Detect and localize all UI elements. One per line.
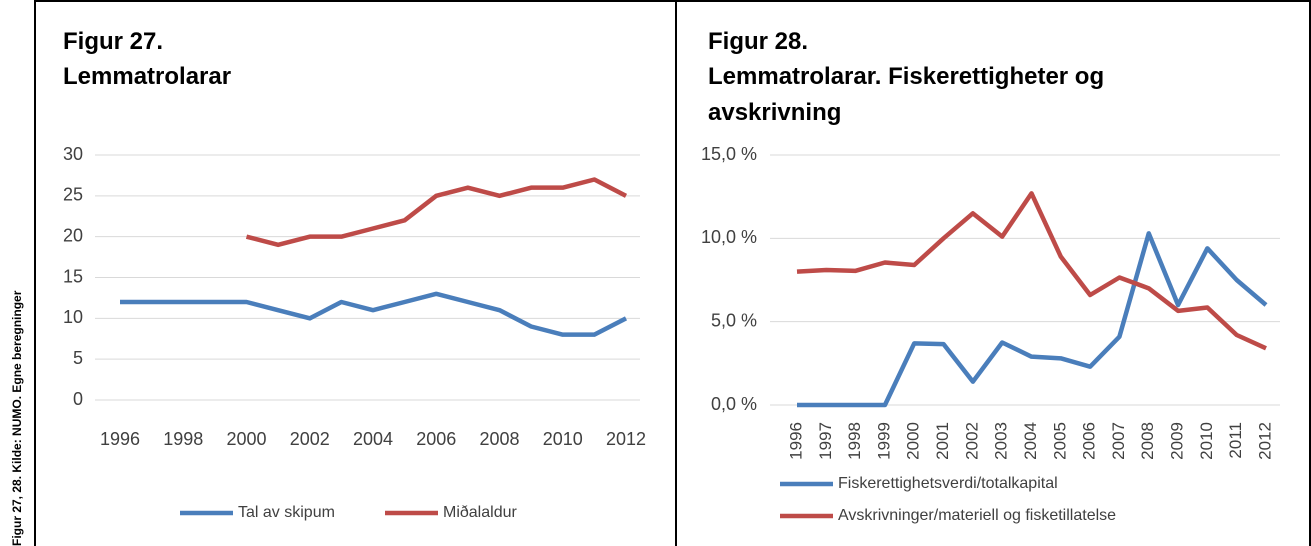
x-tick-label: 2000 — [904, 422, 923, 460]
x-tick-label: 2002 — [962, 422, 981, 460]
chart-subtitle: Lemmatrolarar — [63, 63, 231, 90]
chart-title: Figur 28. — [708, 28, 808, 55]
x-tick-label: 2007 — [1109, 422, 1128, 460]
x-tick-label: 2010 — [543, 429, 583, 449]
x-tick-label: 2006 — [416, 429, 456, 449]
chart-title: Figur 27. — [63, 28, 163, 55]
x-tick-label: 2004 — [353, 429, 393, 449]
line — [245, 177, 628, 248]
x-tick-label: 1998 — [845, 422, 864, 460]
y-tick-label: 5,0 % — [711, 310, 757, 330]
legend-label: Fiskerettighetsverdi/totalkapital — [838, 475, 1058, 492]
x-tick-label: 1996 — [100, 429, 140, 449]
x-tick-label: 2008 — [479, 429, 519, 449]
x-tick-label: 2010 — [1197, 422, 1216, 460]
y-tick-label: 5 — [73, 348, 83, 368]
y-tick-label: 10 — [63, 307, 83, 327]
x-tick-label: 1996 — [786, 422, 805, 460]
x-tick-label: 2009 — [1168, 422, 1187, 460]
y-tick-label: 20 — [63, 225, 83, 245]
y-tick-label: 0,0 % — [711, 394, 757, 414]
x-tick-label: 2006 — [1080, 422, 1099, 460]
chart-subtitle: Lemmatrolarar. Fiskerettigheter og — [708, 63, 1104, 90]
chart-subtitle: avskrivning — [708, 99, 841, 126]
x-tick-label: 1997 — [816, 422, 835, 460]
x-tick-label: 2011 — [1226, 422, 1245, 459]
x-tick-label: 2004 — [1021, 422, 1040, 460]
x-tick-label: 2000 — [226, 429, 266, 449]
line — [796, 191, 1267, 351]
x-tick-label: 1998 — [163, 429, 203, 449]
y-tick-label: 30 — [63, 144, 83, 164]
y-tick-label: 15,0 % — [701, 144, 757, 164]
y-tick-label: 25 — [63, 185, 83, 205]
y-tick-label: 15 — [63, 266, 83, 286]
x-tick-label: 1999 — [874, 422, 893, 460]
y-tick-label: 0 — [73, 389, 83, 409]
side-note: Figur 27, 28. Kilde: NUMO. Egne beregnin… — [10, 290, 24, 546]
line — [120, 291, 628, 337]
legend-label: Tal av skipum — [238, 504, 335, 521]
x-tick-label: 2001 — [933, 422, 952, 460]
x-tick-label: 2005 — [1050, 422, 1069, 460]
legend-label: Avskrivninger/materiell og fisketillatel… — [838, 507, 1116, 524]
x-tick-label: 2003 — [992, 422, 1011, 460]
x-tick-label: 2008 — [1138, 422, 1157, 460]
x-tick-label: 2012 — [606, 429, 646, 449]
x-tick-label: 2012 — [1255, 422, 1274, 460]
legend-label: Miðalaldur — [443, 504, 517, 521]
line — [797, 231, 1268, 408]
y-tick-label: 10,0 % — [701, 227, 757, 247]
panel — [675, 0, 1311, 546]
x-tick-label: 2002 — [290, 429, 330, 449]
